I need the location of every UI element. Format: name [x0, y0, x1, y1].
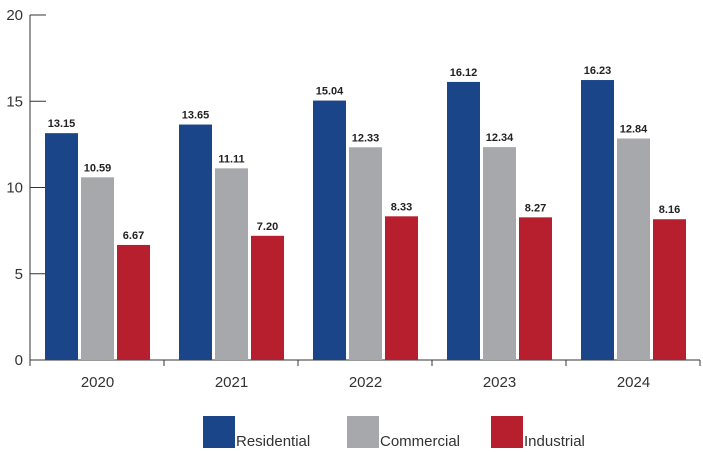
legend-swatch-residential: [203, 416, 235, 448]
legend: Residential Commercial Industrial: [203, 416, 585, 450]
bar-industrial-2023: [519, 217, 552, 360]
bar-industrial-2020: [117, 244, 150, 360]
y-tick-label: 5: [15, 266, 23, 283]
value-label: 8.16: [659, 204, 680, 216]
x-category-label: 2023: [483, 374, 516, 391]
value-label: 8.33: [391, 201, 412, 213]
value-label: 12.34: [486, 132, 514, 144]
y-tick-label: 20: [6, 7, 23, 24]
legend-swatch-commercial: [347, 416, 379, 448]
bars: [45, 80, 686, 361]
y-tick-label: 10: [6, 180, 23, 197]
x-category-label: 2020: [81, 374, 114, 391]
y-tick-label: 0: [15, 352, 23, 369]
bar-residential-2023: [447, 81, 480, 361]
value-label: 13.15: [48, 118, 76, 130]
legend-label-industrial: Industrial: [524, 433, 585, 450]
x-category-label: 2022: [349, 374, 382, 391]
x-axis: 2020 2021 2022 2023 2024: [29, 359, 701, 391]
value-label: 10.59: [84, 162, 112, 174]
legend-label-residential: Residential: [236, 433, 310, 450]
bar-commercial-2024: [617, 138, 650, 360]
legend-label-commercial: Commercial: [380, 433, 460, 450]
value-label: 8.27: [525, 202, 546, 214]
bar-residential-2021: [179, 124, 212, 360]
value-label: 16.12: [450, 67, 478, 79]
value-label: 7.20: [257, 221, 278, 233]
bar-commercial-2021: [215, 168, 248, 360]
bar-residential-2022: [313, 100, 346, 360]
y-tick-label: 15: [6, 93, 23, 110]
bar-commercial-2022: [349, 147, 382, 360]
bar-industrial-2022: [385, 216, 418, 360]
value-label: 12.33: [352, 132, 380, 144]
value-label: 6.67: [123, 230, 144, 242]
bar-residential-2024: [581, 80, 614, 360]
value-labels: 13.15 10.59 6.67 13.65 11.11 7.20 15.04 12.33 8.…: [48, 65, 680, 242]
legend-swatch-industrial: [491, 416, 523, 448]
x-category-label: 2024: [617, 374, 650, 391]
value-label: 13.65: [182, 110, 210, 122]
y-axis: 0 5 10 15 20: [6, 7, 46, 369]
bar-industrial-2024: [653, 219, 686, 360]
value-label: 16.23: [584, 65, 612, 77]
x-category-label: 2021: [215, 374, 248, 391]
value-label: 12.84: [620, 124, 648, 136]
bar-commercial-2023: [483, 147, 516, 360]
bar-residential-2020: [45, 133, 78, 360]
value-label: 11.11: [218, 153, 244, 165]
bar-commercial-2020: [81, 177, 114, 360]
bar-industrial-2021: [251, 235, 284, 360]
value-label: 15.04: [316, 86, 344, 98]
